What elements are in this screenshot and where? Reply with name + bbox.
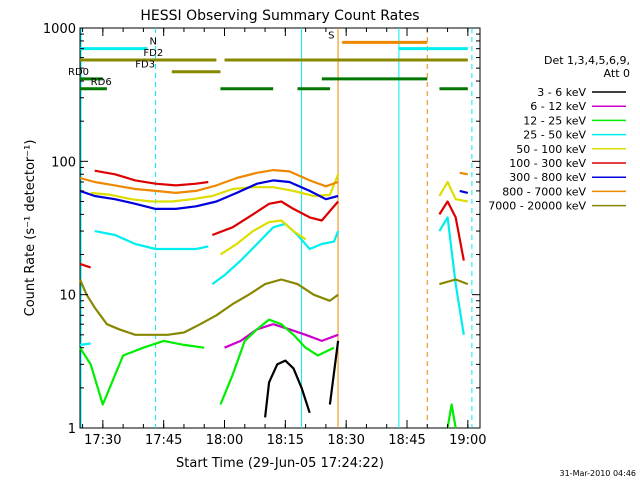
series-line-300-800-kev-1 (459, 189, 469, 194)
series-line-300-800-kev-0 (79, 179, 339, 210)
legend-label-3-6-kev: 3 - 6 keV (537, 86, 586, 99)
series-line-3-6-kev-0 (264, 359, 311, 418)
legend-label-300-800-kev: 300 - 800 keV (509, 171, 586, 184)
chart-title: HESSI Observing Summary Count Rates (140, 8, 419, 24)
series-line-100-300-kev-2 (211, 200, 339, 237)
markers-layer (80, 28, 473, 428)
plot-frame (79, 27, 481, 429)
series-line-7000-20000-kev-0 (78, 278, 339, 336)
y-tick-label-1000: 1000 (43, 22, 76, 37)
series-line-3-6-kev-1 (328, 340, 340, 405)
legend-label-7000-20000-kev: 7000 - 20000 keV (488, 200, 586, 213)
series-line-25-50-kev-2 (211, 222, 340, 285)
flag-label-rd0: RD0 (68, 67, 89, 78)
series-100-300-kev (79, 169, 465, 269)
series-line-50-100-kev-0 (90, 173, 340, 203)
series-line-800-7000-kev-1 (459, 171, 469, 176)
legend-title: Det 1,3,4,5,6,9, (544, 54, 630, 67)
series-line-50-100-kev-2 (438, 180, 469, 203)
x-tick-label-18-00: 18:00 (206, 433, 243, 448)
legend-subtitle: Att 0 (604, 67, 630, 80)
series-line-100-300-kev-3 (438, 200, 465, 261)
legend-label-25-50-kev: 25 - 50 keV (523, 129, 586, 142)
x-tick-label-18-30: 18:30 (327, 433, 364, 448)
legend-label-100-300-kev: 100 - 300 keV (509, 157, 586, 170)
footer-timestamp: 31-Mar-2010 04:46 (560, 469, 637, 478)
flag-label-n: N (149, 37, 156, 48)
flag-label-fd2: FD2 (143, 48, 163, 59)
legend-label-6-12-kev: 6 - 12 keV (530, 100, 586, 113)
series-line-25-50-kev-0 (79, 342, 91, 346)
y-tick-label-100: 100 (51, 155, 76, 170)
x-tick-label-17-45: 17:45 (145, 433, 182, 448)
flag-label-fd3: FD3 (135, 60, 155, 71)
series-line-50-100-kev-1 (219, 219, 307, 256)
series-line-6-12-kev-0 (224, 323, 339, 349)
series-6-12-kev (224, 323, 339, 349)
series-3-6-kev (264, 340, 340, 418)
legend-label-12-25-kev: 12 - 25 keV (523, 114, 586, 127)
series-line-100-300-kev-1 (94, 169, 209, 187)
series-line-7000-20000-kev-1 (439, 278, 469, 286)
series-300-800-kev (79, 179, 469, 210)
legend-label-50-100-kev: 50 - 100 keV (516, 143, 586, 156)
flag-label-rd6: RD6 (91, 77, 112, 88)
series-7000-20000-kev (78, 278, 469, 336)
legend-label-800-7000-kev: 800 - 7000 keV (502, 185, 586, 198)
flag-label-s: S (328, 30, 334, 41)
series-line-100-300-kev-0 (79, 262, 92, 269)
series-12-25-kev (79, 318, 457, 429)
series-layer (78, 169, 469, 429)
series-800-7000-kev (79, 169, 469, 194)
series-50-100-kev (90, 173, 469, 256)
series-line-25-50-kev-1 (94, 230, 209, 251)
y-tick-label-1: 1 (68, 422, 76, 437)
x-tick-label-17-30: 17:30 (84, 433, 121, 448)
y-tick-label-10: 10 (59, 289, 76, 304)
x-tick-label-19-00: 19:00 (449, 433, 486, 448)
series-line-800-7000-kev-0 (79, 169, 339, 194)
x-tick-label-18-45: 18:45 (388, 433, 425, 448)
series-line-12-25-kev-1 (219, 318, 335, 405)
axes-layer: 17:30 17:45 18:00 18:15 18:30 18:45 19:00 1 10 10… (43, 22, 487, 448)
x-axis-label: Start Time (29-Jun-05 17:24:22) (176, 456, 384, 471)
series-line-25-50-kev-3 (438, 216, 465, 335)
x-tick-label-18-15: 18:15 (267, 433, 304, 448)
series-line-12-25-kev-2 (446, 403, 457, 429)
series-line-12-25-kev-0 (79, 339, 205, 406)
y-axis-label: Count Rate (s⁻¹ detector⁻¹) (23, 140, 38, 317)
